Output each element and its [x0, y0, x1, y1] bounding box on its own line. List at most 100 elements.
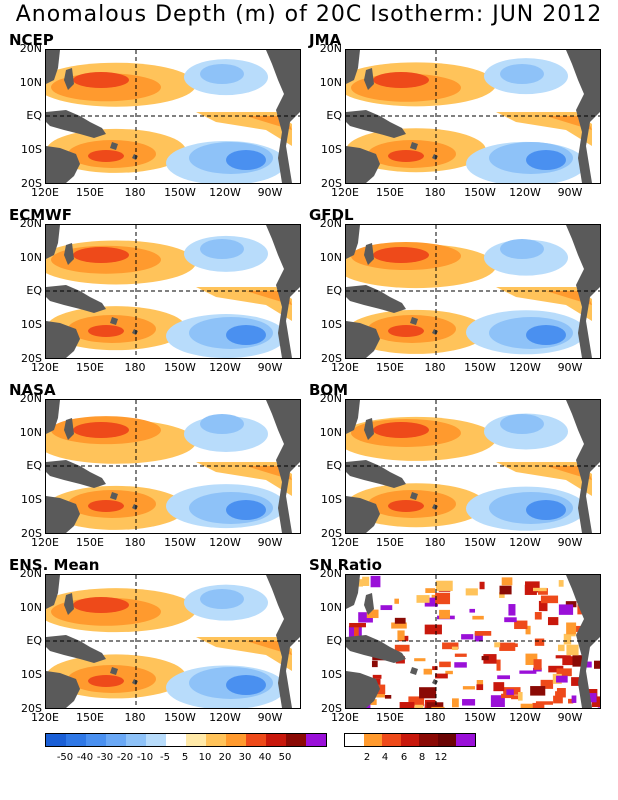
- lat-label: 20N: [19, 42, 42, 55]
- landmass: [346, 671, 380, 708]
- landmass: [566, 575, 600, 708]
- lat-label: 20N: [19, 567, 42, 580]
- sn-ratio-cell: [504, 617, 517, 623]
- warm-anomaly: [88, 500, 124, 512]
- colorbar-label: 4: [381, 752, 389, 763]
- landmass: [410, 142, 418, 150]
- landmass: [266, 50, 300, 183]
- lon-label: 120W: [509, 186, 541, 199]
- lat-label: 20S: [21, 177, 42, 190]
- warm-anomaly: [73, 597, 129, 613]
- colorbar-swatch: [437, 734, 457, 746]
- lat-label: 10N: [19, 76, 42, 89]
- colorbar-swatch: [46, 734, 66, 746]
- sn-ratio-cell: [568, 698, 574, 704]
- sn-ratio-cell: [391, 622, 407, 629]
- lat-label: 10N: [319, 601, 342, 614]
- landmass: [346, 50, 360, 84]
- landmass: [64, 243, 74, 265]
- sn-ratio-cell: [514, 620, 528, 630]
- landmass: [46, 496, 80, 533]
- map-panel-nasa: NASA 20N 10N EQ 10S 20S 120E 150E 180 15…: [4, 381, 304, 559]
- landmass: [346, 225, 360, 259]
- lon-label: 150W: [464, 711, 496, 724]
- lon-label: 120W: [509, 361, 541, 374]
- lat-label: 20N: [19, 392, 42, 405]
- lon-label: 120E: [331, 536, 359, 549]
- sn-ratio-cell: [499, 642, 516, 651]
- warm-anomaly: [88, 325, 124, 337]
- colorbar-label: -30: [96, 752, 114, 763]
- anomaly-map: [46, 50, 300, 183]
- map-area: [45, 399, 301, 534]
- colorbar-label: -5: [160, 752, 170, 763]
- lon-label: 150W: [464, 361, 496, 374]
- lat-label: 20S: [321, 352, 342, 365]
- lon-label: 180: [424, 711, 446, 724]
- sn-ratio-cell: [476, 680, 484, 685]
- warm-anomaly: [388, 325, 424, 337]
- lon-label: 150W: [464, 186, 496, 199]
- lon-label: 150E: [376, 361, 404, 374]
- landmass: [110, 142, 118, 150]
- colorbar-swatch: [186, 734, 206, 746]
- lon-label: 150E: [76, 536, 104, 549]
- landmass: [46, 225, 60, 259]
- sn-ratio-cell: [506, 689, 514, 695]
- sn-ratio-cell: [442, 642, 459, 650]
- lon-label: 180: [424, 186, 446, 199]
- map-area: [45, 574, 301, 709]
- sn-ratio-cell: [558, 644, 565, 652]
- sn-ratio-cell: [394, 617, 406, 624]
- sn-ratio-cell: [530, 686, 546, 696]
- lat-label: 10N: [19, 426, 42, 439]
- sn-ratio-cell: [518, 692, 523, 701]
- sn-ratio-cell: [432, 666, 438, 671]
- lon-label: 180: [424, 361, 446, 374]
- sn-ratio-cell: [562, 656, 575, 666]
- cold-anomaly: [500, 239, 544, 259]
- sn-ratio-cell: [472, 615, 484, 620]
- sn-ratio-cell: [520, 703, 533, 708]
- anomaly-map: [346, 400, 600, 533]
- landmass: [46, 635, 106, 663]
- landmass: [566, 400, 600, 533]
- lon-label: 150W: [164, 361, 196, 374]
- lat-label: 20S: [21, 527, 42, 540]
- lat-label: 10N: [319, 251, 342, 264]
- sn-ratio-cell: [483, 654, 497, 664]
- landmass: [346, 635, 406, 663]
- anomaly-colorbar: [45, 733, 327, 747]
- lon-label: 120W: [209, 536, 241, 549]
- lon-label: 150E: [376, 711, 404, 724]
- panel-title: ENS. Mean: [9, 556, 100, 574]
- sn-ratio-cell: [439, 661, 451, 668]
- warm-anomaly: [373, 247, 429, 263]
- lon-label: 180: [124, 711, 146, 724]
- lon-label: 90W: [557, 186, 583, 199]
- sn-ratio-cell: [565, 601, 577, 608]
- lon-label: 120W: [509, 536, 541, 549]
- colorbar-label: -20: [116, 752, 134, 763]
- colorbar-swatch: [266, 734, 286, 746]
- lon-label: 180: [424, 536, 446, 549]
- colorbar-label: 6: [400, 752, 408, 763]
- anomaly-map: [46, 575, 300, 708]
- map-panel-ncep: NCEP 20N 10N EQ 10S 20S 120E 150E 180 15…: [4, 31, 304, 209]
- cold-anomaly: [200, 589, 244, 609]
- colorbar-swatch: [146, 734, 166, 746]
- lat-label: 20N: [19, 217, 42, 230]
- map-panel-gfdl: GFDL 20N 10N EQ 10S 20S 120E 150E 180 15…: [304, 206, 604, 384]
- sn-ratio-cell: [451, 646, 458, 650]
- colorbar-swatch: [226, 734, 246, 746]
- map-panel-ecmwf: ECMWF 20N 10N EQ 10S 20S 120E 150E 180 1…: [4, 206, 304, 384]
- cold-anomaly: [226, 325, 266, 345]
- lat-label: EQ: [326, 459, 342, 472]
- sn-ratio-cell: [416, 595, 430, 603]
- anomaly-map: [46, 225, 300, 358]
- map-area: [45, 49, 301, 184]
- cold-anomaly: [526, 150, 566, 170]
- sn-ratio-cell: [547, 617, 559, 626]
- colorbar-label: -50: [56, 752, 74, 763]
- sn-ratio-cell: [423, 668, 433, 675]
